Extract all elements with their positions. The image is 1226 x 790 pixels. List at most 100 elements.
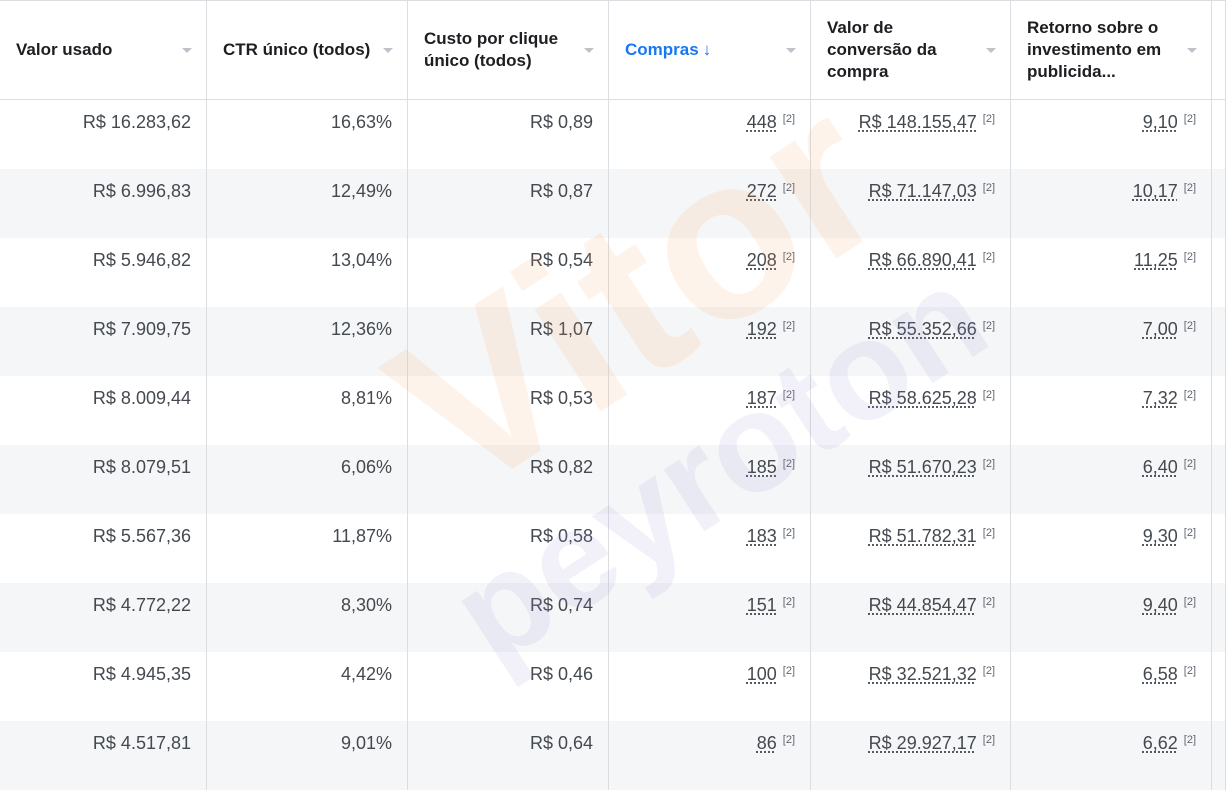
cell-compras[interactable]: 208 [2] <box>609 238 811 307</box>
cell-compras-value[interactable]: 187 <box>746 388 777 408</box>
cell-retorno-investimento[interactable]: 6,62 [2] <box>1011 721 1212 790</box>
cell-compras[interactable]: 272 [2] <box>609 169 811 238</box>
cell-compras[interactable]: 448 [2] <box>609 100 811 169</box>
cell-valor-usado: R$ 7.909,75 <box>0 307 207 376</box>
footnote-marker: [2] <box>1183 458 1196 470</box>
cell-ctr-unico: 4,42% <box>207 652 408 721</box>
cell-valor-conversao[interactable]: R$ 44.854,47 [2] <box>811 583 1011 652</box>
cell-retorno-investimento[interactable]: 9,10 [2] <box>1011 100 1212 169</box>
cell-valor-usado: R$ 8.079,51 <box>0 445 207 514</box>
cell-retorno-investimento-value[interactable]: 10,17 <box>1132 181 1178 201</box>
table-row: R$ 7.909,75 12,36% R$ 1,07 192 [2] R$ 55.352,… <box>0 307 1226 376</box>
cell-valor-conversao-value[interactable]: R$ 58.625,28 <box>868 388 977 408</box>
cell-valor-usado: R$ 6.996,83 <box>0 169 207 238</box>
chevron-down-icon[interactable] <box>786 48 796 53</box>
cell-valor-usado-value: R$ 16.283,62 <box>82 112 191 132</box>
header-spacer <box>1212 1 1226 99</box>
cell-valor-conversao-value[interactable]: R$ 55.352,66 <box>868 319 977 339</box>
cell-valor-conversao[interactable]: R$ 29.927,17 [2] <box>811 721 1011 790</box>
cell-valor-conversao[interactable]: R$ 66.890,41 [2] <box>811 238 1011 307</box>
chevron-down-icon[interactable] <box>383 48 393 53</box>
chevron-down-icon[interactable] <box>584 48 594 53</box>
cell-valor-conversao-value[interactable]: R$ 148.155,47 <box>858 112 977 132</box>
cell-retorno-investimento[interactable]: 10,17 [2] <box>1011 169 1212 238</box>
footnote-marker: [2] <box>782 182 795 194</box>
cell-retorno-investimento-value[interactable]: 9,10 <box>1142 112 1178 132</box>
cell-retorno-investimento[interactable]: 9,40 [2] <box>1011 583 1212 652</box>
cell-valor-conversao-value[interactable]: R$ 29.927,17 <box>868 733 977 753</box>
cell-ctr-unico-value: 6,06% <box>340 457 392 477</box>
cell-retorno-investimento[interactable]: 7,32 [2] <box>1011 376 1212 445</box>
table-row: R$ 8.009,44 8,81% R$ 0,53 187 [2] R$ 58.625,2… <box>0 376 1226 445</box>
cell-valor-conversao[interactable]: R$ 148.155,47 [2] <box>811 100 1011 169</box>
column-header-retorno-investimento[interactable]: Retorno sobre o investimento em publicid… <box>1011 1 1212 99</box>
cell-retorno-investimento[interactable]: 11,25 [2] <box>1011 238 1212 307</box>
cell-valor-usado-value: R$ 8.079,51 <box>92 457 191 477</box>
cell-valor-conversao[interactable]: R$ 51.782,31 [2] <box>811 514 1011 583</box>
cell-retorno-investimento[interactable]: 6,40 [2] <box>1011 445 1212 514</box>
cell-compras-value[interactable]: 192 <box>746 319 777 339</box>
cell-compras[interactable]: 100 [2] <box>609 652 811 721</box>
chevron-down-icon[interactable] <box>182 48 192 53</box>
cell-compras-value[interactable]: 183 <box>746 526 777 546</box>
column-header-compras[interactable]: Compras ↓ <box>609 1 811 99</box>
cell-valor-conversao-value[interactable]: R$ 44.854,47 <box>868 595 977 615</box>
cell-retorno-investimento-value[interactable]: 7,32 <box>1142 388 1178 408</box>
cell-compras[interactable]: 187 [2] <box>609 376 811 445</box>
cell-valor-conversao[interactable]: R$ 51.670,23 [2] <box>811 445 1011 514</box>
cell-valor-conversao[interactable]: R$ 55.352,66 [2] <box>811 307 1011 376</box>
cell-compras-value[interactable]: 86 <box>756 733 777 753</box>
chevron-down-icon[interactable] <box>986 48 996 53</box>
cell-valor-conversao-value[interactable]: R$ 51.782,31 <box>868 526 977 546</box>
column-header-custo-por-clique[interactable]: Custo por clique único (todos) <box>408 1 609 99</box>
cell-compras-value[interactable]: 272 <box>746 181 777 201</box>
cell-compras[interactable]: 192 [2] <box>609 307 811 376</box>
cell-valor-conversao[interactable]: R$ 58.625,28 [2] <box>811 376 1011 445</box>
cell-compras-value[interactable]: 151 <box>746 595 777 615</box>
cell-custo-por-clique: R$ 0,82 <box>408 445 609 514</box>
cell-valor-usado: R$ 8.009,44 <box>0 376 207 445</box>
cell-compras[interactable]: 86 [2] <box>609 721 811 790</box>
cell-valor-conversao-value[interactable]: R$ 71.147,03 <box>868 181 977 201</box>
cell-compras-value[interactable]: 208 <box>746 250 777 270</box>
cell-compras[interactable]: 185 [2] <box>609 445 811 514</box>
cell-ctr-unico-value: 4,42% <box>340 664 392 684</box>
cell-valor-conversao-value[interactable]: R$ 51.670,23 <box>868 457 977 477</box>
cell-compras[interactable]: 183 [2] <box>609 514 811 583</box>
cell-custo-por-clique-value: R$ 0,74 <box>529 595 593 615</box>
cell-valor-conversao[interactable]: R$ 71.147,03 [2] <box>811 169 1011 238</box>
row-spacer <box>1212 721 1226 790</box>
footnote-marker: [2] <box>1183 182 1196 194</box>
column-header-ctr-unico[interactable]: CTR único (todos) <box>207 1 408 99</box>
cell-retorno-investimento-value[interactable]: 11,25 <box>1134 250 1178 270</box>
cell-retorno-investimento[interactable]: 6,58 [2] <box>1011 652 1212 721</box>
cell-retorno-investimento-value[interactable]: 6,58 <box>1142 664 1178 684</box>
table-row: R$ 6.996,83 12,49% R$ 0,87 272 [2] R$ 71.147,… <box>0 169 1226 238</box>
cell-custo-por-clique-value: R$ 0,82 <box>529 457 593 477</box>
cell-retorno-investimento[interactable]: 9,30 [2] <box>1011 514 1212 583</box>
column-header-valor-conversao[interactable]: Valor de conversão da compra <box>811 1 1011 99</box>
cell-valor-conversao-value[interactable]: R$ 32.521,32 <box>868 664 977 684</box>
footnote-marker: [2] <box>982 527 995 539</box>
cell-retorno-investimento-value[interactable]: 9,40 <box>1142 595 1178 615</box>
cell-compras-value[interactable]: 100 <box>746 664 777 684</box>
cell-compras[interactable]: 151 [2] <box>609 583 811 652</box>
cell-valor-usado-value: R$ 7.909,75 <box>92 319 191 339</box>
footnote-marker: [2] <box>1183 389 1196 401</box>
column-header-valor-usado[interactable]: Valor usado <box>0 1 207 99</box>
cell-retorno-investimento[interactable]: 7,00 [2] <box>1011 307 1212 376</box>
chevron-down-icon[interactable] <box>1187 48 1197 53</box>
cell-compras-value[interactable]: 185 <box>746 457 777 477</box>
footnote-marker: [2] <box>1183 734 1196 746</box>
cell-valor-conversao[interactable]: R$ 32.521,32 [2] <box>811 652 1011 721</box>
cell-retorno-investimento-value[interactable]: 9,30 <box>1142 526 1178 546</box>
cell-valor-usado: R$ 16.283,62 <box>0 100 207 169</box>
table-body: R$ 16.283,62 16,63% R$ 0,89 448 [2] R$ 148.15… <box>0 100 1226 790</box>
footnote-marker: [2] <box>782 389 795 401</box>
cell-retorno-investimento-value[interactable]: 6,40 <box>1142 457 1178 477</box>
cell-ctr-unico-value: 11,87% <box>332 526 392 546</box>
cell-retorno-investimento-value[interactable]: 7,00 <box>1142 319 1178 339</box>
cell-compras-value[interactable]: 448 <box>746 112 777 132</box>
cell-valor-conversao-value[interactable]: R$ 66.890,41 <box>868 250 977 270</box>
cell-retorno-investimento-value[interactable]: 6,62 <box>1142 733 1178 753</box>
